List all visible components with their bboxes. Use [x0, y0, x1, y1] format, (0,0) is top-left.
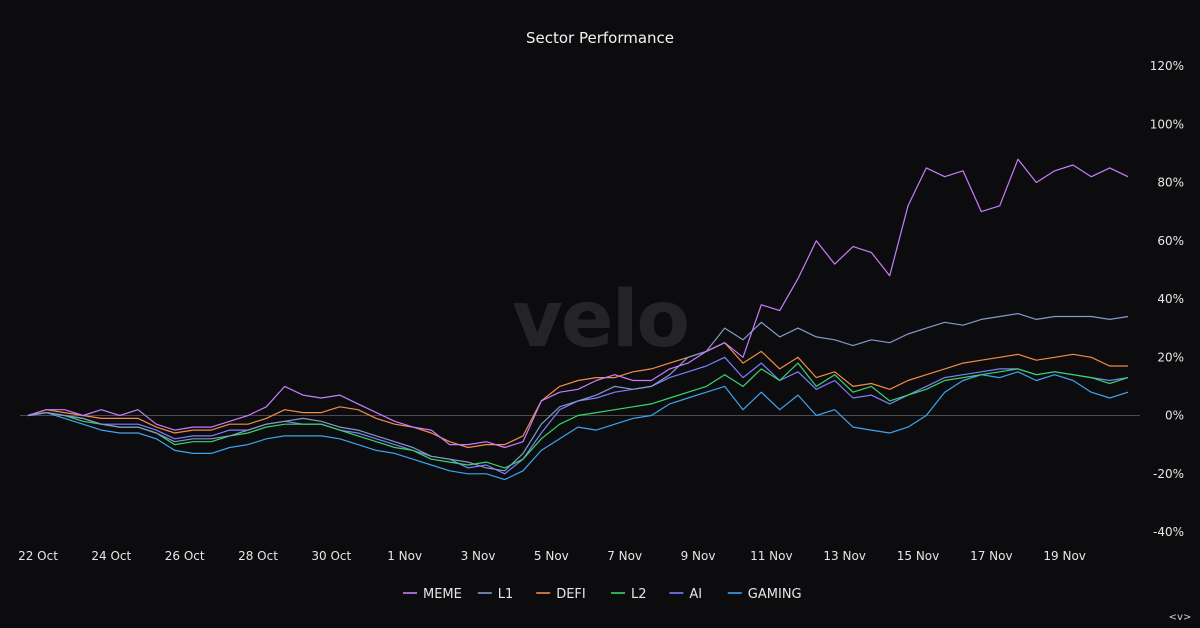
x-tick-label: 28 Oct	[238, 549, 278, 563]
legend-label: DEFI	[556, 587, 586, 602]
legend-label: L1	[498, 587, 514, 602]
x-tick-label: 19 Nov	[1043, 549, 1086, 563]
legend-label: L2	[631, 587, 647, 602]
x-tick-label: 13 Nov	[823, 549, 866, 563]
series-layer	[27, 158, 1129, 481]
legend-item-gaming[interactable]: GAMING	[727, 587, 802, 602]
legend-label: GAMING	[748, 587, 802, 602]
x-tick-label: 26 Oct	[165, 549, 205, 563]
y-tick-label: -20%	[1153, 467, 1184, 481]
x-tick-label: 24 Oct	[91, 549, 131, 563]
legend-item-defi[interactable]: DEFI	[536, 587, 586, 602]
series-line-defi	[27, 342, 1128, 449]
x-tick-label: 11 Nov	[750, 549, 793, 563]
legend-item-l2[interactable]: L2	[611, 587, 647, 602]
y-tick-label: 120%	[1150, 59, 1184, 73]
x-tick-label: 9 Nov	[681, 549, 716, 563]
x-tick-label: 1 Nov	[387, 549, 422, 563]
series-line-meme	[27, 158, 1129, 449]
y-tick-label: 20%	[1157, 350, 1184, 364]
y-tick-label: 40%	[1157, 292, 1184, 306]
y-tick-label: 100%	[1150, 117, 1184, 131]
corner-logo-mark: <v>	[1169, 612, 1192, 623]
y-tick-label: 60%	[1157, 234, 1184, 248]
legend-label: MEME	[423, 587, 462, 602]
x-tick-label: 3 Nov	[461, 549, 496, 563]
x-tick-label: 15 Nov	[897, 549, 940, 563]
watermark-logo: velo	[512, 275, 688, 365]
legend-label: AI	[689, 587, 702, 602]
legend-item-ai[interactable]: AI	[669, 587, 702, 602]
legend: MEME L1 DEFI L2 AI GAMING	[403, 587, 802, 602]
y-tick-label: 0%	[1165, 409, 1184, 423]
chart-title: Sector Performance	[526, 29, 674, 47]
x-tick-label: 22 Oct	[18, 549, 58, 563]
series-line-l1	[27, 313, 1129, 472]
x-axis: 22 Oct 24 Oct 26 Oct 28 Oct 30 Oct 1 Nov 3 Nov…	[18, 549, 1086, 563]
x-tick-label: 30 Oct	[311, 549, 351, 563]
x-tick-label: 17 Nov	[970, 549, 1013, 563]
x-tick-label: 7 Nov	[607, 549, 642, 563]
series-line-gaming	[27, 371, 1129, 481]
x-tick-label: 5 Nov	[534, 549, 569, 563]
y-tick-label: 80%	[1157, 176, 1184, 190]
legend-item-l1[interactable]: L1	[477, 587, 514, 602]
legend-item-meme[interactable]: MEME	[403, 587, 462, 602]
y-tick-label: -40%	[1153, 525, 1184, 539]
y-axis: 120% 100% 80% 60% 40% 20% 0% -20% -40%	[1150, 59, 1184, 539]
series-line-l2	[27, 362, 1129, 469]
